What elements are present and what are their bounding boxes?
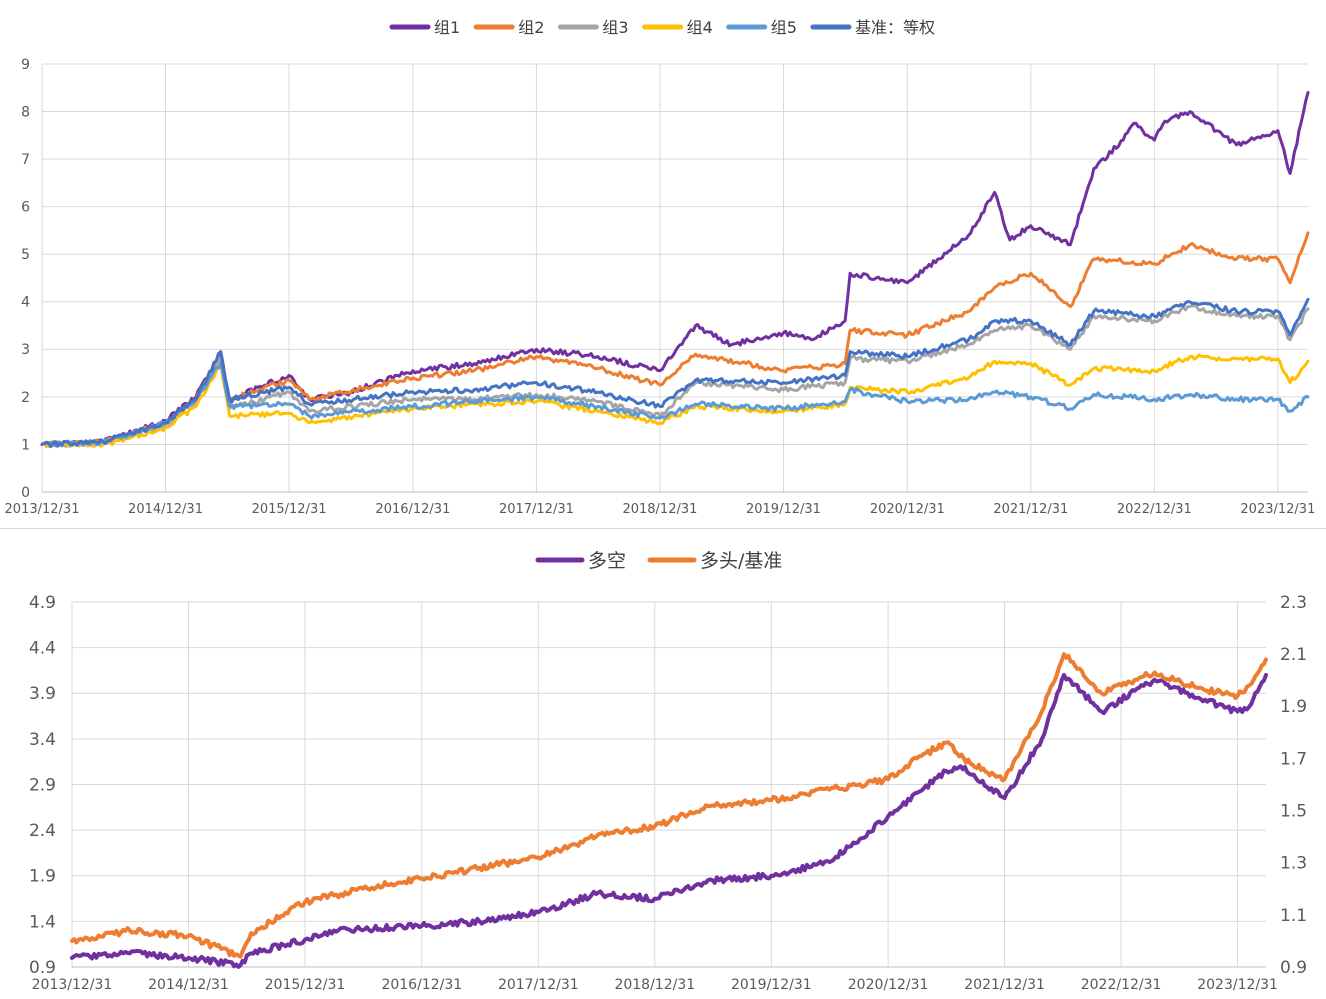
y-tick-label: 2.9: [29, 775, 56, 795]
series-line-5: [40, 362, 1310, 448]
y-tick-label: 5: [21, 247, 30, 263]
x-tick-label: 2014/12/31: [148, 977, 229, 993]
x-tick-label: 2016/12/31: [381, 977, 462, 993]
y2-tick-label: 1.3: [1280, 854, 1307, 874]
y2-tick-label: 0.9: [1280, 958, 1307, 978]
series-line-4: [40, 353, 1310, 448]
x-tick-label: 2015/12/31: [252, 502, 327, 517]
x-tick-label: 2019/12/31: [746, 502, 821, 517]
bottom-chart-panel: 0.9 1.4 1.9 2.4 2.9 3.4 3.9 4.4 4.9 0.9 1.1 1.3 1.5 1…: [0, 529, 1326, 999]
bottom-chart: 0.9 1.4 1.9 2.4 2.9 3.4 3.9 4.4 4.9 0.9 1.1 1.3 1.5 1…: [29, 550, 1307, 993]
y-tick-label: 7: [21, 152, 30, 168]
y2-tick-label: 1.1: [1280, 906, 1307, 926]
x-tick-label: 2016/12/31: [375, 502, 450, 517]
y-tick-label: 6: [21, 200, 30, 216]
y2-tick-label: 2.3: [1280, 593, 1307, 613]
x-tick-label: 2013/12/31: [32, 977, 113, 993]
x-tick-label: 2018/12/31: [614, 977, 695, 993]
y-tick-label: 4.9: [29, 593, 56, 613]
x-tick-label: 2019/12/31: [731, 977, 812, 993]
y-tick-label: 0: [21, 485, 30, 501]
legend-label: 组5: [771, 18, 797, 37]
y-tick-label: 1.9: [29, 867, 56, 887]
x-tick-label: 2022/12/31: [1117, 502, 1192, 517]
legend-label: 组1: [434, 18, 460, 37]
y-tick-label: 4.4: [29, 639, 56, 659]
legend-label: 组2: [518, 18, 544, 37]
top-chart: 0 1 2 3 4 5 6 7 8 9 2013/12/31 2014/12/31 2015/12/31…: [5, 18, 1316, 517]
x-tick-label: 2021/12/31: [993, 502, 1068, 517]
y-tick-label: 2: [21, 390, 30, 406]
series-line-6: [40, 297, 1310, 449]
y-tick-label: 1.4: [29, 912, 56, 932]
x-tick-label: 2018/12/31: [622, 502, 697, 517]
legend-label: 多空: [588, 550, 626, 572]
top-chart-panel: 0 1 2 3 4 5 6 7 8 9 2013/12/31 2014/12/31 2015/12/31…: [0, 17, 1326, 529]
y-tick-label: 8: [21, 104, 30, 120]
x-tick-label: 2013/12/31: [5, 502, 80, 517]
y2-tick-label: 2.1: [1280, 645, 1307, 665]
series-line-3: [40, 304, 1310, 448]
x-tick-label: 2015/12/31: [265, 977, 346, 993]
series-line-1: [40, 91, 1310, 447]
y2-tick-label: 1.7: [1280, 749, 1307, 769]
y-tick-label: 3: [21, 342, 30, 358]
legend-label: 多头/基准: [700, 550, 782, 572]
y2-tick-label: 1.9: [1280, 697, 1307, 717]
legend-label: 组3: [602, 18, 628, 37]
legend-label: 组4: [687, 18, 713, 37]
y-tick-label: 0.9: [29, 958, 56, 978]
series-line-1: [70, 673, 1268, 969]
y-tick-label: 1: [21, 437, 30, 453]
y-tick-label: 9: [21, 57, 30, 73]
legend-label: 基准：等权: [855, 18, 935, 37]
x-tick-label: 2014/12/31: [128, 502, 203, 517]
y2-tick-label: 1.5: [1280, 802, 1307, 822]
y-tick-label: 4: [21, 295, 30, 311]
x-tick-label: 2023/12/31: [1197, 977, 1278, 993]
x-tick-label: 2021/12/31: [964, 977, 1045, 993]
x-tick-label: 2022/12/31: [1081, 977, 1162, 993]
series-line-2: [40, 231, 1310, 448]
y-tick-label: 2.4: [29, 821, 56, 841]
x-tick-label: 2017/12/31: [499, 502, 574, 517]
x-tick-label: 2023/12/31: [1240, 502, 1315, 517]
series-line-2: [70, 652, 1268, 959]
x-tick-label: 2017/12/31: [498, 977, 579, 993]
y-tick-label: 3.4: [29, 730, 56, 750]
x-tick-label: 2020/12/31: [870, 502, 945, 517]
x-tick-label: 2020/12/31: [848, 977, 929, 993]
y-tick-label: 3.9: [29, 684, 56, 704]
